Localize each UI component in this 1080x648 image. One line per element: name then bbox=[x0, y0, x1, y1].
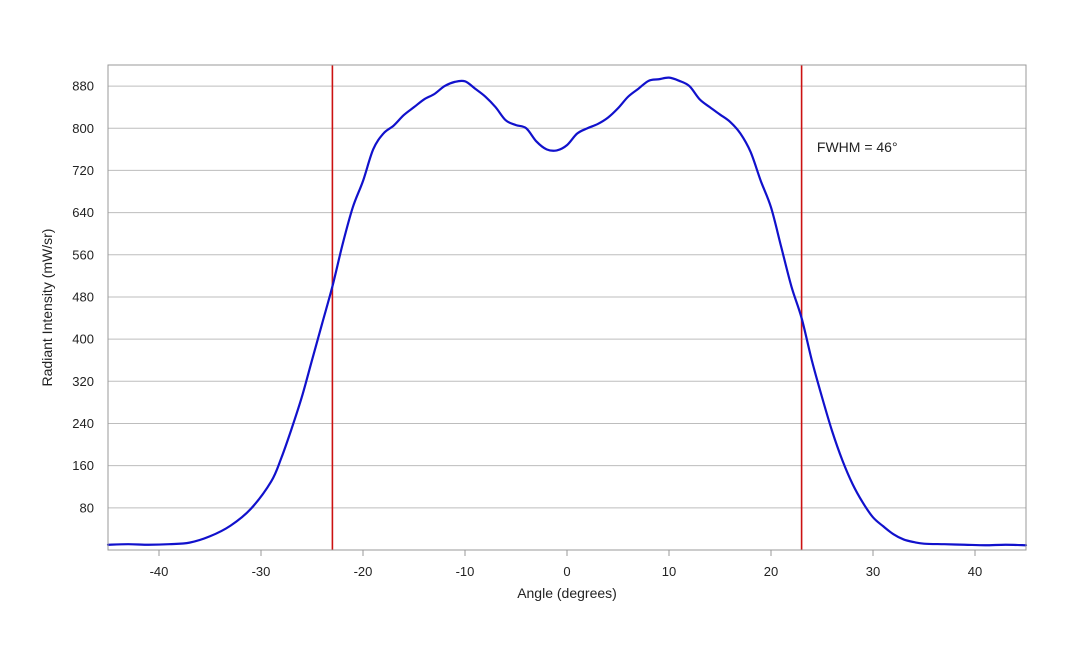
grid-lines bbox=[108, 85, 1026, 509]
x-tick-label: 0 bbox=[563, 564, 570, 579]
series-line bbox=[106, 76, 1028, 547]
y-tick-label: 480 bbox=[72, 289, 94, 304]
x-axis-ticks: -40 -30 -20 -10 0 10 20 30 40 bbox=[150, 550, 982, 579]
x-tick-label: 20 bbox=[764, 564, 778, 579]
y-tick-label: 560 bbox=[72, 247, 94, 262]
y-tick-label: 800 bbox=[72, 121, 94, 136]
y-tick-label: 880 bbox=[72, 79, 94, 94]
x-tick-label: 30 bbox=[866, 564, 880, 579]
y-tick-label: 720 bbox=[72, 163, 94, 178]
x-tick-label: -30 bbox=[252, 564, 271, 579]
y-tick-label: 240 bbox=[72, 416, 94, 431]
y-tick-label: 400 bbox=[72, 332, 94, 347]
y-axis-label: Radiant Intensity (mW/sr) bbox=[39, 229, 55, 387]
y-tick-label: 320 bbox=[72, 374, 94, 389]
x-tick-label: 40 bbox=[968, 564, 982, 579]
fwhm-annotation: FWHM = 46° bbox=[817, 139, 898, 155]
x-axis-label: Angle (degrees) bbox=[517, 585, 617, 601]
y-tick-label: 160 bbox=[72, 458, 94, 473]
fwhm-markers bbox=[331, 65, 803, 550]
y-axis-ticks: 80 160 240 320 400 480 560 640 720 800 880 bbox=[72, 79, 94, 516]
x-tick-label: 10 bbox=[662, 564, 676, 579]
x-tick-label: -10 bbox=[456, 564, 475, 579]
x-tick-label: -20 bbox=[354, 564, 373, 579]
y-tick-label: 640 bbox=[72, 205, 94, 220]
plot-frame bbox=[107, 64, 1027, 551]
x-tick-label: -40 bbox=[150, 564, 169, 579]
y-tick-label: 80 bbox=[80, 500, 94, 515]
